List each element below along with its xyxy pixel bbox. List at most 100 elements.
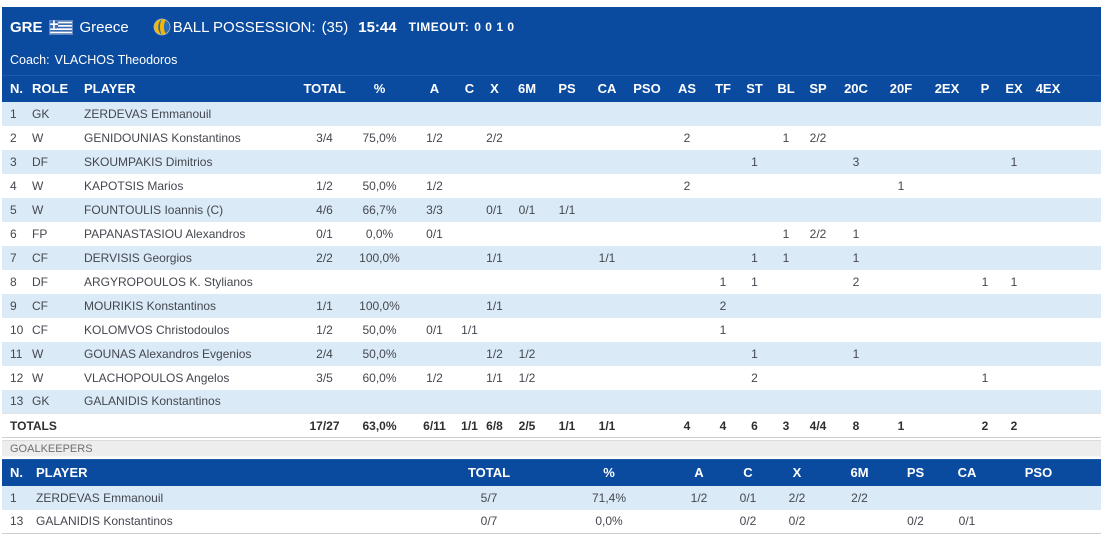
stat-cell — [587, 389, 627, 414]
stat-cell — [802, 197, 834, 222]
totals-stat-cell — [1028, 413, 1068, 438]
stat-cell — [770, 317, 802, 342]
stat-cell — [547, 173, 587, 198]
player-role: GK — [32, 101, 80, 126]
filler-cell — [1068, 173, 1101, 198]
stat-cell: 1/2 — [482, 341, 507, 366]
gk-stat-cell: 0,0% — [544, 509, 674, 534]
stat-cell: 1 — [970, 269, 1000, 294]
player-number: 9 — [2, 293, 32, 318]
player-role: W — [32, 173, 80, 198]
stat-cell — [507, 269, 547, 294]
stat-cell — [1000, 293, 1028, 318]
gk-stat-cell: 1/2 — [674, 485, 724, 510]
stat-cell: 2 — [834, 269, 878, 294]
stat-cell — [587, 101, 627, 126]
players-table-header: N. ROLE PLAYER TOTAL% A C X 6M PS CA PSO AS TF ST BL SP… — [2, 75, 1101, 102]
filler-cell — [1068, 149, 1101, 174]
goalkeepers-table: N. PLAYER TOTAL% A C X 6M PS CA PSO 1 ZERDEVAS Emm… — [2, 459, 1101, 534]
stat-cell — [1028, 269, 1068, 294]
stat-cell — [924, 221, 970, 246]
possession-count: (35) — [321, 18, 349, 36]
totals-stat-cell: 17/27 — [302, 413, 347, 438]
stat-cell — [707, 341, 739, 366]
gk-column-header-n: N. — [2, 459, 32, 486]
stat-cell — [1028, 365, 1068, 390]
stat-cell — [707, 245, 739, 270]
gk-column-header-a: A — [674, 459, 724, 486]
player-number: 1 — [2, 101, 32, 126]
player-row: 6 FP PAPANASTASIOU Alexandros 0/1 0,0% 0/1 1 2/… — [2, 221, 1101, 246]
stat-cell: 1 — [707, 317, 739, 342]
stat-cell — [924, 173, 970, 198]
player-number: 6 — [2, 221, 32, 246]
players-table: N. ROLE PLAYER TOTAL% A C X 6M PS CA PSO AS TF ST BL SP… — [2, 75, 1101, 438]
totals-row: TOTALS 17/27 63,0% 6/11 1/1 6/8 2/5 1/1 1/1 4 4 6 3 4… — [2, 413, 1101, 438]
stat-cell — [802, 173, 834, 198]
player-number: 3 — [2, 149, 32, 174]
stat-cell: 2 — [667, 125, 707, 150]
goalkeeper-number: 1 — [2, 485, 32, 510]
column-header-sp: SP — [802, 75, 834, 102]
stat-cell — [802, 365, 834, 390]
player-name: SKOUMPAKIS Dimitrios — [80, 149, 302, 174]
column-header-6m: 6M — [507, 75, 547, 102]
stat-cell — [457, 365, 482, 390]
stat-cell — [834, 101, 878, 126]
stat-cell — [1028, 173, 1068, 198]
player-row: 12 W VLACHOPOULOS Angelos 3/5 60,0% 1/2 1/1 1/2… — [2, 365, 1101, 390]
stat-cell — [302, 101, 347, 126]
stat-cell — [1000, 389, 1028, 414]
gk-stat-cell — [822, 509, 897, 534]
stat-cell — [1000, 317, 1028, 342]
team-code: GRE — [10, 18, 43, 36]
stat-cell — [1028, 389, 1068, 414]
stat-cell — [1028, 245, 1068, 270]
player-name: KAPOTSIS Marios — [80, 173, 302, 198]
possession-label: BALL POSSESSION: — [172, 18, 316, 36]
stat-cell — [924, 269, 970, 294]
stat-cell — [457, 293, 482, 318]
stat-cell — [412, 245, 457, 270]
stat-cell — [802, 389, 834, 414]
filler-cell — [1068, 125, 1101, 150]
stat-cell: 1 — [770, 245, 802, 270]
stat-cell — [667, 149, 707, 174]
stat-cell — [834, 317, 878, 342]
stat-cell — [507, 101, 547, 126]
column-header-x: X — [482, 75, 507, 102]
stat-cell: 4/6 — [302, 197, 347, 222]
stat-cell — [412, 149, 457, 174]
totals-stat-cell: 4/4 — [802, 413, 834, 438]
stat-cell — [507, 293, 547, 318]
stat-cell: 0/1 — [412, 317, 457, 342]
stat-cell — [482, 317, 507, 342]
gk-stat-cell: 5/7 — [434, 485, 544, 510]
stat-cell — [457, 221, 482, 246]
column-header-player: PLAYER — [80, 75, 302, 102]
player-role: FP — [32, 221, 80, 246]
goalkeeper-name: GALANIDIS Konstantinos — [32, 509, 434, 534]
stat-cell — [739, 317, 770, 342]
player-name: GENIDOUNIAS Konstantinos — [80, 125, 302, 150]
gk-column-header-pso: PSO — [1000, 459, 1077, 486]
gk-stat-cell — [934, 485, 1000, 510]
stat-cell: 1 — [834, 245, 878, 270]
stat-cell — [587, 173, 627, 198]
goalkeepers-table-body: 1 ZERDEVAS Emmanouil 5/7 71,4% 1/2 0/1 2/2 2/2 1… — [2, 485, 1101, 534]
stat-cell: 1 — [970, 365, 1000, 390]
stat-cell: 1 — [770, 125, 802, 150]
stat-cell — [970, 341, 1000, 366]
stat-cell — [587, 269, 627, 294]
stat-cell — [924, 245, 970, 270]
player-name: ZERDEVAS Emmanouil — [80, 101, 302, 126]
stat-cell: 1/2 — [302, 173, 347, 198]
coach-name: VLACHOS Theodoros — [54, 53, 178, 67]
stat-cell — [707, 365, 739, 390]
stat-cell: 1 — [707, 269, 739, 294]
stat-cell — [802, 269, 834, 294]
stat-cell — [547, 341, 587, 366]
filler-cell — [1068, 269, 1101, 294]
gk-stat-cell: 0/1 — [934, 509, 1000, 534]
stat-cell: 2 — [739, 365, 770, 390]
